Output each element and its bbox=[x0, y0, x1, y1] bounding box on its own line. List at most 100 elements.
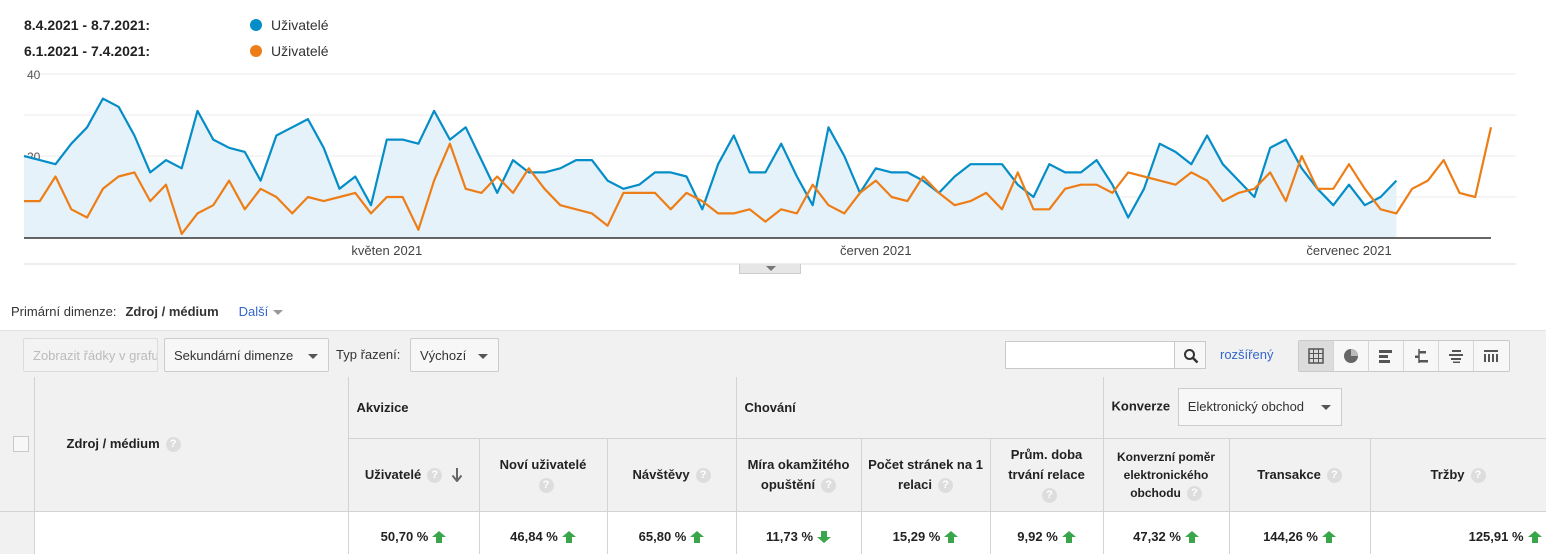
metric-header-revenue[interactable]: Tržby? bbox=[1370, 438, 1546, 512]
metric-value-avg-session-duration: 9,92 % bbox=[990, 511, 1104, 554]
help-icon[interactable]: ? bbox=[938, 477, 953, 493]
metric-label: Konverzní poměr elektronického obchodu bbox=[1117, 449, 1216, 500]
help-icon[interactable]: ? bbox=[427, 467, 443, 483]
secondary-dimension-dropdown[interactable]: Sekundární dimenze bbox=[164, 338, 329, 372]
view-grid-button[interactable] bbox=[1299, 341, 1334, 371]
metric-header-bounce-rate[interactable]: Míra okamžitého opuštění? bbox=[736, 438, 862, 512]
term-cloud-view-icon bbox=[1449, 350, 1463, 363]
help-icon[interactable]: ? bbox=[1326, 467, 1342, 483]
plot-rows-button[interactable]: Zobrazit řádky v grafu bbox=[23, 338, 158, 372]
primary-dimension-bar: Primární dimenze: Zdroj / médium Další bbox=[11, 304, 283, 319]
help-icon[interactable]: ? bbox=[1042, 487, 1058, 503]
table-search-input[interactable] bbox=[1005, 341, 1175, 369]
metric-header-users[interactable]: Uživatelé? bbox=[348, 438, 480, 512]
view-pivot-button[interactable] bbox=[1474, 341, 1509, 371]
metric-value-bounce-rate: 11,73 % bbox=[736, 511, 862, 554]
totals-row-dimension-cell bbox=[34, 511, 349, 554]
legend-label-current: Uživatelé bbox=[271, 17, 329, 33]
sort-type-value: Výchozí bbox=[420, 347, 467, 363]
bar-view-icon bbox=[1379, 350, 1392, 363]
view-pie-button[interactable] bbox=[1334, 341, 1369, 371]
search-button[interactable] bbox=[1174, 341, 1206, 369]
trend-down-icon bbox=[817, 531, 832, 544]
sort-type-dropdown[interactable]: Výchozí bbox=[410, 338, 499, 372]
view-compare-button[interactable] bbox=[1404, 341, 1439, 371]
help-icon[interactable]: ? bbox=[1470, 467, 1486, 483]
metric-value-new-users: 46,84 % bbox=[479, 511, 608, 554]
value-text: 65,80 % bbox=[638, 528, 687, 544]
metric-label: Noví uživatelé bbox=[499, 456, 587, 472]
legend-dot-blue bbox=[250, 19, 262, 31]
chevron-down-icon bbox=[308, 354, 318, 359]
series-line-1 bbox=[24, 127, 1493, 235]
value-text: 15,29 % bbox=[892, 528, 941, 544]
plot-rows-label: Zobrazit řádky v grafu bbox=[33, 347, 158, 363]
trend-up-icon bbox=[690, 531, 705, 544]
trend-up-icon bbox=[561, 531, 576, 544]
chevron-down-icon bbox=[478, 354, 488, 359]
advanced-filter-link[interactable]: rozšířený bbox=[1220, 347, 1274, 362]
legend-dot-orange bbox=[250, 45, 262, 57]
metric-header-ecommerce-conversion-rate[interactable]: Konverzní poměr elektronického obchodu? bbox=[1103, 438, 1230, 512]
chart-legend: 8.4.2021 - 8.7.2021: Uživatelé 6.1.2021 … bbox=[24, 12, 329, 64]
value-text: 11,73 % bbox=[766, 528, 814, 544]
metric-label: Návštěvy bbox=[632, 466, 690, 482]
metric-header-pages-per-session[interactable]: Počet stránek na 1 relaci? bbox=[861, 438, 991, 512]
view-term-cloud-button[interactable] bbox=[1439, 341, 1474, 371]
chevron-down-icon bbox=[1320, 405, 1331, 411]
metric-header-avg-session-duration[interactable]: Prům. doba trvání relace? bbox=[990, 438, 1104, 512]
help-icon[interactable]: ? bbox=[1186, 485, 1202, 501]
legend-range-previous: 6.1.2021 - 7.4.2021: bbox=[24, 43, 151, 59]
series-area-0 bbox=[24, 98, 1397, 238]
value-text: 125,91 % bbox=[1468, 528, 1524, 544]
metric-value-pages-per-session: 15,29 % bbox=[861, 511, 991, 554]
metric-header-new-users[interactable]: Noví uživatelé? bbox=[479, 438, 608, 512]
dimension-header-label: Zdroj / médium bbox=[66, 435, 160, 451]
metric-value-ecommerce-conversion-rate: 47,32 % bbox=[1103, 511, 1230, 554]
metric-value-revenue: 125,91 % bbox=[1370, 511, 1546, 554]
group-header-conversions: Konverze Elektronický obchod bbox=[1103, 377, 1546, 439]
view-switcher bbox=[1298, 340, 1510, 372]
metric-label: Prům. doba trvání relace bbox=[1008, 446, 1085, 482]
report-table: Zdroj / médium? Akvizice Chování Konverz… bbox=[0, 377, 1546, 554]
metric-header-transactions[interactable]: Transakce? bbox=[1229, 438, 1371, 512]
primary-dimension-more-link[interactable]: Další bbox=[239, 304, 284, 319]
grid-view-icon bbox=[1308, 348, 1324, 364]
help-icon[interactable]: ? bbox=[695, 467, 711, 483]
pie-view-icon bbox=[1344, 349, 1358, 363]
trend-up-icon bbox=[944, 531, 959, 544]
group-label-behavior: Chování bbox=[744, 399, 796, 415]
secondary-dimension-label: Sekundární dimenze bbox=[174, 347, 294, 363]
sort-type-label: Typ řazení: bbox=[336, 347, 401, 362]
series-line-0 bbox=[23, 97, 1398, 219]
metric-value-transactions: 144,26 % bbox=[1229, 511, 1371, 554]
legend-item-current[interactable]: 8.4.2021 - 8.7.2021: Uživatelé bbox=[24, 12, 329, 38]
select-all-checkbox[interactable] bbox=[12, 435, 29, 452]
metric-header-sessions[interactable]: Návštěvy? bbox=[607, 438, 737, 512]
value-text: 144,26 % bbox=[1263, 528, 1318, 544]
legend-item-previous[interactable]: 6.1.2021 - 7.4.2021: Uživatelé bbox=[24, 38, 329, 64]
conversion-type-dropdown[interactable]: Elektronický obchod bbox=[1177, 388, 1342, 427]
legend-range-current: 8.4.2021 - 8.7.2021: bbox=[24, 17, 151, 33]
value-text: 9,92 % bbox=[1017, 528, 1058, 544]
totals-row: 50,70 % 46,84 % 65,80 % 11,73 % 15,29 % … bbox=[0, 511, 1546, 554]
group-label-acquisition: Akvizice bbox=[356, 399, 409, 415]
value-text: 47,32 % bbox=[1133, 528, 1181, 544]
chart-collapse-handle[interactable] bbox=[739, 264, 801, 274]
x-tick-label: červenec 2021 bbox=[1306, 243, 1391, 258]
conversion-type-value: Elektronický obchod bbox=[1187, 399, 1305, 415]
y-tick-label: 40 bbox=[27, 68, 41, 82]
legend-label-previous: Uživatelé bbox=[271, 43, 329, 59]
search-icon bbox=[1184, 349, 1199, 364]
totals-row-checkbox-cell bbox=[0, 511, 35, 554]
dimension-column-header[interactable]: Zdroj / médium? bbox=[34, 377, 349, 512]
help-icon[interactable]: ? bbox=[821, 477, 837, 493]
table-toolbar: Zobrazit řádky v grafu Sekundární dimenz… bbox=[0, 330, 1546, 377]
help-icon[interactable]: ? bbox=[538, 477, 554, 493]
help-icon[interactable]: ? bbox=[165, 436, 181, 452]
view-bar-button[interactable] bbox=[1369, 341, 1404, 371]
value-text: 46,84 % bbox=[510, 528, 558, 544]
trend-up-icon bbox=[1061, 531, 1076, 544]
trend-up-icon bbox=[1322, 531, 1336, 544]
